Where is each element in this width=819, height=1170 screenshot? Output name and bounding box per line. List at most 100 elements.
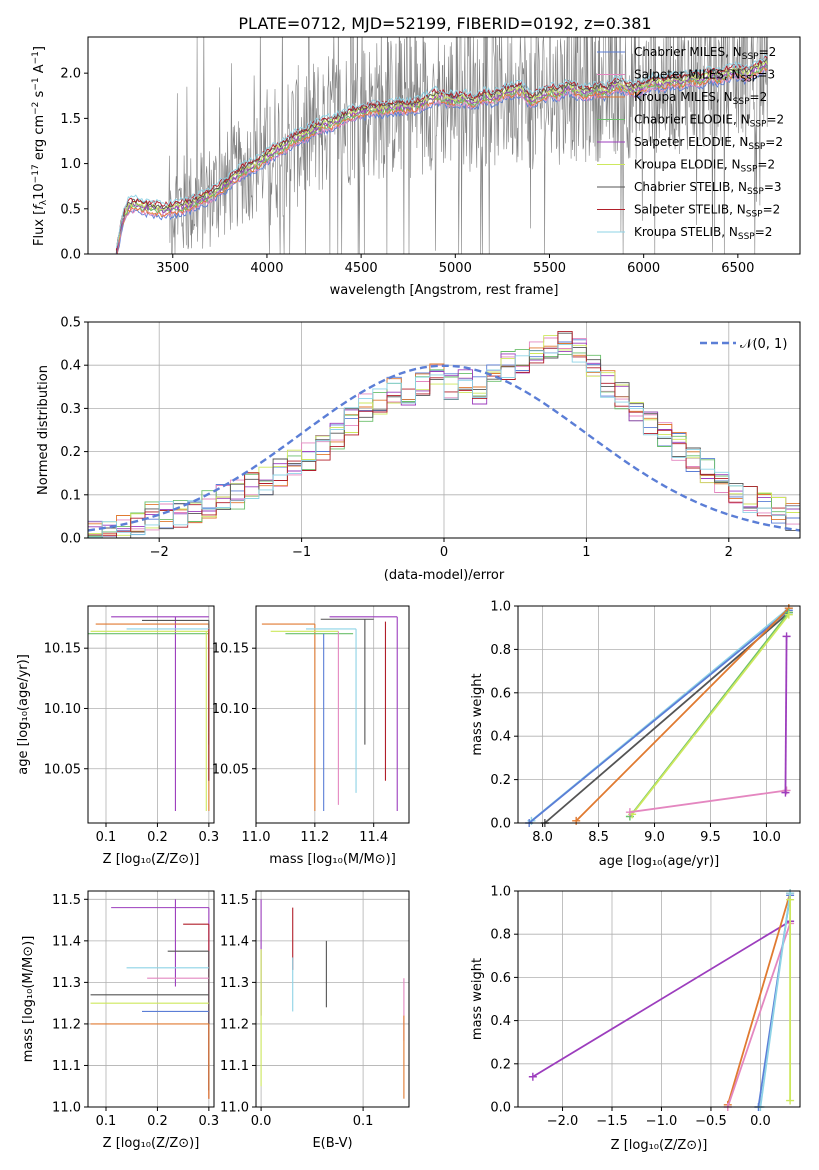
x-tick-label: 11.2 bbox=[300, 830, 329, 845]
y-tick-label: 11.0 bbox=[220, 1101, 249, 1116]
plot-ebv_mass: 0.0 0.1 11.0 11.1 11.2 11.3 11.4 11.5 E(B-V) bbox=[220, 890, 410, 1151]
y-tick-label: 11.3 bbox=[52, 976, 81, 991]
legend-label: Chabrier ELODIE, NSSP=2 bbox=[634, 113, 784, 130]
weight-marker bbox=[786, 895, 795, 904]
x-tick-label: 6500 bbox=[721, 261, 754, 276]
legend-label: Kroupa ELODIE, NSSP=2 bbox=[634, 158, 775, 175]
axes-frame bbox=[255, 890, 410, 1108]
y-tick-label: 0.2 bbox=[60, 445, 81, 460]
plot-Z_mass: 0.1 0.2 0.3 11.0 11.1 11.2 11.3 11.4 11.5 Z [log₁… bbox=[21, 890, 220, 1151]
x-tick-label: 3500 bbox=[156, 261, 189, 276]
x-tick-label: −0.5 bbox=[695, 1114, 727, 1129]
model-spectrum-1 bbox=[116, 69, 768, 254]
axes-frame bbox=[517, 605, 801, 824]
weight-line-3 bbox=[726, 923, 791, 1108]
y-tick-label: 10.05 bbox=[44, 762, 81, 777]
x-axis-label: age [log₁₀(age/yr)] bbox=[599, 854, 720, 869]
weight-line-6 bbox=[631, 614, 790, 815]
y-tick-label: 0.1 bbox=[60, 488, 81, 503]
spectrum-lines bbox=[115, 37, 769, 254]
x-tick-label: 0.0 bbox=[750, 1114, 771, 1129]
weight-marker bbox=[528, 1072, 537, 1081]
x-tick-label: 8.0 bbox=[532, 830, 553, 845]
x-axis-label: Z [log₁₀(Z/Z⊙)] bbox=[611, 1138, 708, 1153]
weight-line-8 bbox=[784, 636, 788, 793]
y-tick-label: 0.4 bbox=[60, 359, 81, 374]
x-axis-label: Z [log₁₀(Z/Z⊙)] bbox=[103, 1136, 200, 1151]
legend-label: Salpeter STELIB, NSSP=2 bbox=[634, 203, 780, 220]
y-axis-label: age [log₁₀(age/yr)] bbox=[16, 654, 31, 775]
y-tick-label: 1.0 bbox=[490, 885, 511, 900]
axes-frame bbox=[517, 890, 801, 1108]
y-tick-label: 11.1 bbox=[52, 1059, 81, 1074]
x-tick-label: 0.3 bbox=[199, 1114, 220, 1129]
weight-line-2 bbox=[528, 609, 790, 824]
plot-age_weight: 8.0 8.5 9.0 9.5 10.0 0.0 0.2 0.4 0.6 0.8 1.0 age [l… bbox=[470, 600, 801, 869]
model-spectrum-4 bbox=[115, 63, 768, 254]
x-tick-label: 1 bbox=[582, 545, 590, 560]
x-tick-label: −2.0 bbox=[547, 1114, 579, 1129]
x-tick-label: 4500 bbox=[345, 261, 378, 276]
y-tick-label: 2.0 bbox=[60, 67, 81, 82]
legend-label: Salpeter MILES, NSSP=3 bbox=[634, 68, 775, 85]
y-tick-label: 10.15 bbox=[44, 642, 81, 657]
x-tick-label: 2 bbox=[725, 545, 733, 560]
weight-marker bbox=[782, 632, 791, 641]
y-tick-label: 10.10 bbox=[44, 702, 81, 717]
axes-frame bbox=[87, 605, 215, 824]
y-tick-label: 11.2 bbox=[220, 1017, 249, 1032]
y-tick-label: 0.4 bbox=[490, 1014, 511, 1029]
y-tick-label: 11.4 bbox=[220, 934, 249, 949]
y-axis-label: mass weight bbox=[470, 958, 485, 1040]
plot-residuals: −2 −1 0 1 2 0.0 0.1 0.2 0.3 0.4 0.5 𝒩(0, 1) (data-mo… bbox=[36, 316, 801, 583]
x-axis-label: wavelength [Angstrom, rest frame] bbox=[330, 283, 559, 298]
weight-line-1 bbox=[532, 920, 791, 1078]
y-axis-label: mass weight bbox=[470, 673, 485, 755]
y-tick-label: 11.5 bbox=[52, 893, 81, 908]
x-tick-label: 0.1 bbox=[353, 1114, 374, 1129]
legend-label: Kroupa MILES, NSSP=2 bbox=[634, 90, 767, 107]
y-tick-label: 1.0 bbox=[60, 157, 81, 172]
chart-title: PLATE=0712, MJD=52199, FIBERID=0192, z=0… bbox=[238, 14, 651, 33]
observed-spectrum bbox=[116, 37, 769, 254]
x-tick-label: 4000 bbox=[250, 261, 283, 276]
x-axis-label: Z [log₁₀(Z/Z⊙)] bbox=[103, 852, 200, 867]
y-tick-label: 11.4 bbox=[52, 934, 81, 949]
x-tick-label: 9.0 bbox=[644, 830, 665, 845]
axes-frame bbox=[87, 890, 215, 1108]
weight-line-4 bbox=[575, 607, 790, 822]
weight-marker bbox=[784, 610, 793, 619]
plot-spectrum: 3500 4000 4500 5000 5500 6000 6500 0.0 0.5 1.0 1.5… bbox=[31, 36, 801, 298]
x-tick-label: 11.0 bbox=[242, 830, 271, 845]
plot-Z_age: 0.1 0.2 0.3 10.05 10.10 10.15 Z [log₁₀(Z/Z⊙)] a… bbox=[16, 605, 220, 867]
y-tick-label: 0.0 bbox=[60, 532, 81, 547]
y-axis-label: mass [log₁₀(M/M⊙)] bbox=[21, 936, 36, 1063]
x-tick-label: 0.2 bbox=[147, 1114, 168, 1129]
weight-marker bbox=[781, 788, 790, 797]
weight-marker bbox=[625, 808, 634, 817]
x-axis-label: mass [log₁₀(M/M⊙)] bbox=[269, 852, 396, 867]
y-tick-label: 11.2 bbox=[52, 1017, 81, 1032]
y-tick-label: 0.5 bbox=[60, 316, 81, 331]
model-spectrum-8 bbox=[115, 55, 768, 251]
legend-label: Chabrier MILES, NSSP=2 bbox=[634, 45, 776, 62]
x-tick-label: −2 bbox=[150, 545, 169, 560]
x-tick-label: 6000 bbox=[627, 261, 660, 276]
weight-line-5 bbox=[759, 893, 791, 1108]
x-tick-label: 11.4 bbox=[359, 830, 388, 845]
y-tick-label: 10.05 bbox=[212, 762, 249, 777]
y-tick-label: 0.0 bbox=[490, 1101, 511, 1116]
weight-line-2 bbox=[726, 892, 791, 1106]
axes-frame bbox=[87, 321, 801, 539]
y-tick-label: 0.2 bbox=[490, 773, 511, 788]
x-tick-label: 0.0 bbox=[251, 1114, 272, 1129]
y-tick-label: 0.4 bbox=[490, 730, 511, 745]
y-tick-label: 1.5 bbox=[60, 112, 81, 127]
axes-frame bbox=[255, 605, 410, 824]
x-tick-label: 0.3 bbox=[199, 830, 220, 845]
y-tick-label: 0.8 bbox=[490, 928, 511, 943]
y-tick-label: 11.5 bbox=[220, 893, 249, 908]
x-tick-label: −1.5 bbox=[596, 1114, 628, 1129]
weight-line-7 bbox=[629, 789, 787, 814]
